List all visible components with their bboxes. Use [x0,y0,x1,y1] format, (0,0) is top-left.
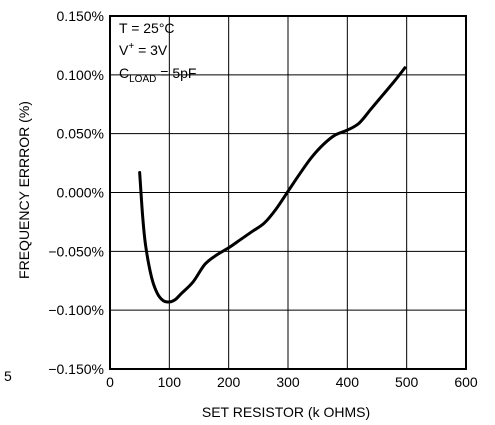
x-tick-label: 200 [217,374,241,390]
series-line [138,66,407,304]
annotation-supply-voltage: V+ = 3V [119,41,168,58]
x-tick-label: 0 [106,374,114,390]
y-tick-label: 0.000% [57,185,104,201]
c-symbol: C [119,65,129,81]
x-tick-label: 100 [158,374,182,390]
y-tick-label: −0.050% [48,243,104,259]
v-superscript: + [128,41,134,52]
y-tick-label: 0.100% [57,67,104,83]
stray-label: 5 [4,368,12,384]
c-subscript: LOAD [129,74,156,85]
grid [110,16,466,369]
v-symbol: V [119,42,129,58]
y-tick-labels: 0.150% 0.100% 0.050% 0.000% −0.050% −0.100% −0… [48,8,104,377]
annotation-temperature: T = 25°C [119,20,175,36]
x-tick-label: 500 [395,374,419,390]
x-tick-label: 400 [336,374,360,390]
y-tick-label: 0.050% [57,126,104,142]
x-axis-label: SET RESISTOR (k OHMS) [202,404,370,420]
y-tick-label: −0.150% [48,361,104,377]
y-tick-label: −0.100% [48,302,104,318]
x-tick-label: 600 [454,374,478,390]
y-axis-label: FREQUENCY ERRROR (%) [16,101,32,279]
plot-frame [109,15,467,370]
y-tick-label: 0.150% [57,8,104,24]
c-value: = 5pF [156,65,196,81]
v-value: = 3V [134,42,168,58]
x-tick-label: 300 [276,374,300,390]
x-tick-labels: 0 100 200 300 400 500 600 [106,374,478,390]
annotation-load-capacitance: CLOAD = 5pF [119,65,196,85]
